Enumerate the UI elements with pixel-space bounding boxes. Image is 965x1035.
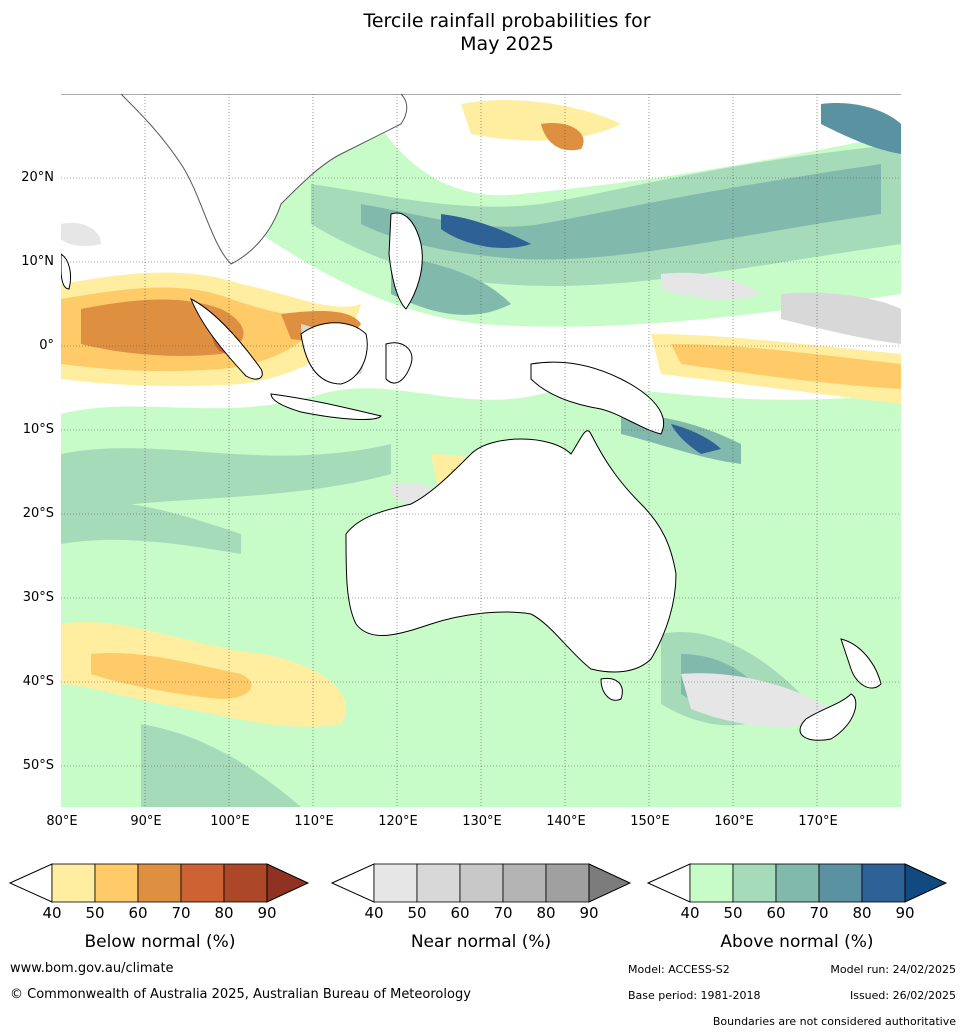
sumatra-outline [190,297,263,380]
above-colorbar-bin-2 [775,863,820,903]
above-normal-legend-title: Above normal (%) [720,932,874,952]
below-normal-colorbar [8,863,310,903]
below-colorbar-bin-2 [137,863,182,903]
above-colorbar-tick: 70 [809,904,829,922]
lat-label-10s: 10°S [22,422,54,437]
near-colorbar-bin-1 [416,863,461,903]
above-normal-colorbar [646,863,948,903]
lon-label-130e: 130°E [462,814,502,829]
above-colorbar-under-triangle [646,863,691,903]
probability-map [61,94,901,807]
below-colorbar-bin-1 [94,863,139,903]
asia-mainland-outline [61,94,901,265]
nz-north-outline [840,638,882,689]
above-colorbar-over-triangle [904,863,948,903]
below-colorbar-bin-0 [51,863,96,903]
near-colorbar-bin-0 [373,863,418,903]
lat-label-20s: 20°S [22,506,54,521]
australia-outline [345,430,677,673]
above-colorbar-bin-1 [732,863,777,903]
near-colorbar-over-triangle [588,863,632,903]
boundaries-disclaimer: Boundaries are not considered authoritat… [712,1015,956,1028]
lat-label-40s: 40°S [22,674,54,689]
map-canvas [61,94,901,807]
below-normal-legend-title: Below normal (%) [84,932,236,952]
lat-label-50s: 50°S [22,758,54,773]
above-colorbar-bin-4 [861,863,906,903]
sri-lanka-outline [61,253,72,290]
above-colorbar-tick: 50 [723,904,743,922]
lon-label-170e: 170°E [798,814,838,829]
graticule [61,94,901,807]
new-guinea-outline [530,361,665,435]
below-colorbar-bin-4 [223,863,268,903]
above-colorbar-bin-0 [689,863,734,903]
java-outline [270,393,382,420]
above-colorbar-tick: 40 [680,904,700,922]
below-colorbar-over-triangle [266,863,310,903]
near-colorbar-tick: 90 [579,904,599,922]
below-colorbar-bin-3 [180,863,225,903]
lon-label-120e: 120°E [378,814,418,829]
near-colorbar-tick: 80 [536,904,556,922]
title-line-1: Tercile rainfall probabilities for [363,10,651,32]
lon-label-80e: 80°E [46,814,78,829]
below-colorbar-tick: 60 [128,904,148,922]
near-colorbar-bin-2 [459,863,504,903]
near-colorbar-tick: 40 [364,904,384,922]
sulawesi-outline [385,342,413,384]
lon-label-110e: 110°E [294,814,334,829]
title-line-2: May 2025 [460,33,554,55]
model-run-date: Model run: 24/02/2025 [830,963,956,976]
near-normal-colorbar [330,863,632,903]
near-colorbar-under-triangle [330,863,375,903]
model-name: Model: ACCESS-S2 [628,963,730,976]
above-colorbar-bin-3 [818,863,863,903]
website-link[interactable]: www.bom.gov.au/climate [10,961,174,976]
below-colorbar-tick: 80 [214,904,234,922]
issued-date: Issued: 26/02/2025 [849,989,956,1002]
near-colorbar-tick: 50 [407,904,427,922]
near-colorbar-bin-3 [502,863,547,903]
lon-label-160e: 160°E [714,814,754,829]
tasmania-outline [600,677,623,701]
lat-label-20n: 20°N [21,170,54,185]
lon-label-150e: 150°E [630,814,670,829]
philippines-outline [388,212,423,310]
above-colorbar-tick: 80 [852,904,872,922]
above-colorbar-tick: 90 [895,904,915,922]
near-colorbar-bin-4 [545,863,590,903]
borneo-outline [300,322,368,385]
lon-label-100e: 100°E [210,814,250,829]
lon-label-140e: 140°E [546,814,586,829]
nz-south-outline [799,693,857,741]
lat-label-10n: 10°N [21,254,54,269]
above-colorbar-tick: 60 [766,904,786,922]
below-colorbar-under-triangle [8,863,53,903]
below-colorbar-tick: 40 [42,904,62,922]
map-title: Tercile rainfall probabilities for May 2… [0,10,965,56]
lon-label-90e: 90°E [130,814,162,829]
base-period: Base period: 1981-2018 [628,989,761,1002]
lat-label-0: 0° [39,338,54,353]
copyright-text: © Commonwealth of Australia 2025, Austra… [10,987,471,1002]
below-colorbar-tick: 70 [171,904,191,922]
lat-label-30s: 30°S [22,590,54,605]
below-colorbar-tick: 90 [257,904,277,922]
near-colorbar-tick: 70 [493,904,513,922]
landmasses [61,94,901,741]
near-colorbar-tick: 60 [450,904,470,922]
below-colorbar-tick: 50 [85,904,105,922]
near-normal-legend-title: Near normal (%) [410,932,552,952]
